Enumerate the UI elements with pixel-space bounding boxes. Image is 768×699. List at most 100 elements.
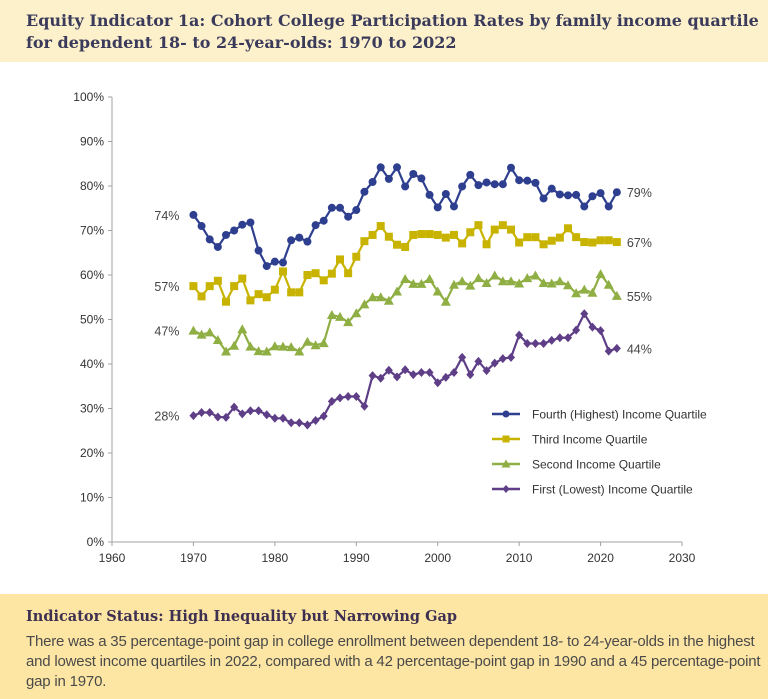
data-point	[401, 242, 410, 251]
data-point	[393, 163, 401, 172]
data-point	[279, 258, 287, 267]
data-point	[368, 230, 377, 239]
data-point	[539, 194, 548, 203]
data-point	[254, 406, 263, 416]
legend-item: Second Income Quartile	[492, 458, 661, 472]
end-value-label: 79%	[627, 186, 652, 200]
data-point	[213, 412, 222, 422]
data-point	[344, 269, 353, 278]
data-point	[287, 236, 296, 245]
data-point	[311, 416, 320, 426]
data-point	[222, 412, 230, 422]
data-point	[433, 230, 442, 239]
data-point	[515, 176, 524, 185]
data-point	[588, 322, 597, 332]
data-point	[515, 330, 524, 340]
data-point	[303, 271, 312, 279]
data-point	[473, 273, 484, 283]
data-point	[555, 190, 564, 199]
data-point	[571, 288, 582, 298]
data-point	[466, 170, 475, 179]
legend-marker-diamond-icon	[502, 485, 510, 493]
data-point	[466, 228, 475, 237]
legend-marker-circle-icon	[502, 410, 510, 418]
data-point	[287, 288, 296, 297]
data-point	[237, 324, 248, 334]
data-point	[425, 230, 434, 239]
data-point	[392, 286, 402, 296]
data-point	[416, 278, 427, 288]
x-tick-label: 1960	[99, 551, 126, 565]
end-value-label: 55%	[627, 290, 652, 304]
data-point	[197, 292, 206, 301]
data-point	[376, 163, 385, 172]
title-banner: Equity Indicator 1a: Cohort College Part…	[0, 0, 768, 62]
data-point	[311, 269, 320, 278]
data-point	[318, 338, 329, 348]
data-point	[319, 276, 328, 285]
data-point	[287, 418, 296, 428]
data-point	[450, 367, 458, 377]
data-point	[506, 276, 516, 286]
data-point	[336, 255, 344, 264]
series-first-lowest-income-quartile	[189, 309, 621, 430]
data-point	[490, 225, 499, 234]
data-point	[547, 236, 556, 245]
data-point	[294, 346, 305, 356]
data-point	[481, 278, 492, 288]
data-point	[474, 221, 483, 230]
legend-item: Third Income Quartile	[492, 433, 648, 447]
y-tick-label: 80%	[80, 179, 104, 193]
data-point	[286, 342, 297, 352]
data-point	[490, 358, 499, 368]
data-point	[587, 287, 598, 297]
data-point	[498, 354, 507, 364]
data-point	[189, 210, 198, 219]
data-point	[189, 411, 198, 421]
data-point	[489, 270, 500, 280]
data-point	[375, 292, 386, 302]
data-point	[238, 409, 247, 419]
data-point	[196, 329, 207, 339]
data-point	[498, 221, 507, 230]
data-point	[383, 295, 394, 305]
legend-label: First (Lowest) Income Quartile	[532, 483, 693, 497]
data-point	[546, 278, 557, 288]
data-point	[596, 326, 605, 336]
data-point	[572, 233, 581, 242]
data-point	[507, 225, 515, 234]
data-point	[188, 325, 199, 335]
x-tick-label: 1970	[180, 551, 207, 565]
data-point	[335, 311, 345, 321]
data-point	[384, 174, 393, 183]
data-point	[270, 257, 279, 266]
data-point	[213, 276, 222, 285]
data-point	[278, 341, 288, 351]
data-point	[254, 290, 263, 299]
data-point	[547, 184, 556, 193]
data-point	[515, 238, 524, 247]
data-point	[222, 297, 230, 306]
end-value-label: 44%	[627, 342, 652, 356]
start-value-label: 47%	[154, 325, 179, 339]
data-point	[352, 206, 361, 215]
legend-item: First (Lowest) Income Quartile	[492, 483, 693, 497]
data-point	[555, 233, 564, 242]
data-point	[425, 367, 434, 377]
data-point	[360, 237, 369, 246]
data-point	[595, 269, 606, 279]
data-point	[563, 280, 573, 290]
data-point	[311, 221, 320, 230]
legend-label: Second Income Quartile	[532, 458, 661, 472]
data-point	[449, 279, 459, 289]
data-point	[368, 177, 377, 186]
data-point	[588, 238, 597, 247]
data-point	[596, 236, 605, 245]
data-point	[245, 341, 256, 351]
data-point	[580, 309, 589, 319]
data-point	[474, 181, 483, 190]
data-point	[238, 220, 247, 229]
data-point	[433, 378, 442, 388]
data-point	[514, 278, 525, 288]
data-point	[295, 233, 304, 242]
